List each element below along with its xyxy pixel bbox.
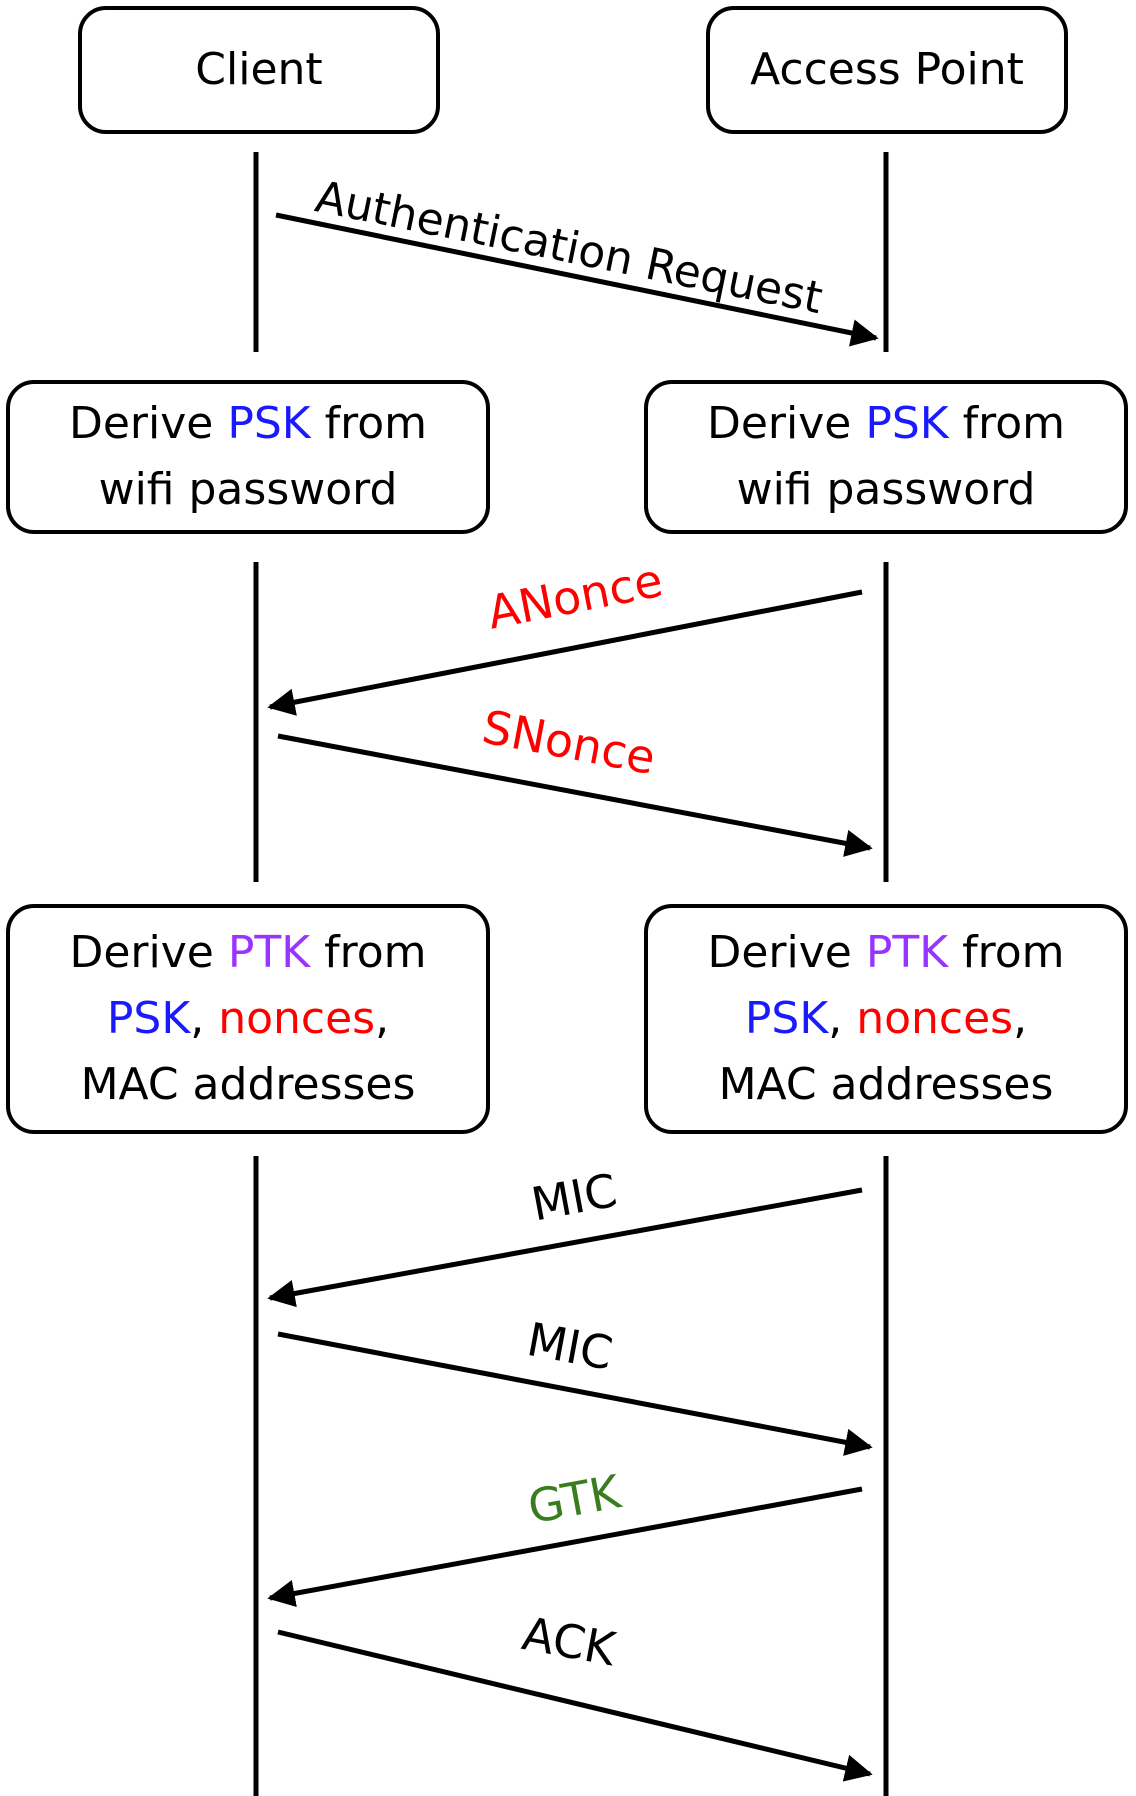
message-label-snonce: SNonce: [478, 700, 659, 785]
client-derive-ptk-line2: PSK, nonces,: [106, 993, 390, 1044]
arrow-authentication-request: [275, 212, 879, 347]
message-label-gtk: GTK: [524, 1464, 626, 1534]
access-point-participant-box: Access Point: [706, 6, 1068, 134]
message-label-mic-client-to-ap: MIC: [523, 1312, 617, 1381]
nonces-term: nonces: [856, 993, 1014, 1044]
ptk-term: PTK: [865, 927, 949, 978]
ap-derive-ptk-line2: PSK, nonces,: [744, 993, 1028, 1044]
psk-term: PSK: [865, 398, 949, 449]
client-participant-box: Client: [78, 6, 440, 134]
client-participant-label: Client: [195, 44, 323, 95]
message-label-anonce: ANonce: [483, 553, 667, 640]
client-derive-psk-line2: wifi password: [98, 464, 398, 515]
message-label-authentication-request: Authentication Request: [311, 171, 827, 324]
client-derive-ptk-line3: MAC addresses: [80, 1059, 416, 1110]
arrow-snonce: [277, 733, 873, 857]
client-derive-ptk-box: Derive PTK from PSK, nonces, MAC address…: [6, 904, 490, 1134]
ap-derive-ptk-box: Derive PTK from PSK, nonces, MAC address…: [644, 904, 1128, 1134]
ap-derive-ptk-line3: MAC addresses: [718, 1059, 1054, 1110]
message-label-ack: ACK: [518, 1606, 621, 1676]
message-label-mic-ap-to-client: MIC: [527, 1163, 621, 1232]
psk-term: PSK: [227, 398, 311, 449]
arrow-mic-client-to-ap: [277, 1331, 873, 1456]
arrow-mic-ap-to-client: [267, 1187, 863, 1308]
ap-derive-psk-line1: Derive PSK from: [706, 398, 1066, 449]
nonces-term: nonces: [218, 993, 376, 1044]
ap-derive-ptk-line1: Derive PTK from: [707, 927, 1065, 978]
psk-term: PSK: [744, 993, 829, 1044]
access-point-participant-label: Access Point: [750, 44, 1024, 95]
arrow-ack: [277, 1629, 873, 1782]
arrow-anonce: [267, 589, 863, 716]
ptk-term: PTK: [227, 927, 311, 978]
client-derive-psk-box: Derive PSK from wifi password: [6, 380, 490, 534]
ap-derive-psk-line2: wifi password: [736, 464, 1036, 515]
ap-derive-psk-box: Derive PSK from wifi password: [644, 380, 1128, 534]
client-derive-ptk-line1: Derive PTK from: [69, 927, 427, 978]
arrow-gtk: [267, 1486, 863, 1608]
client-derive-psk-line1: Derive PSK from: [68, 398, 428, 449]
psk-term: PSK: [106, 993, 191, 1044]
